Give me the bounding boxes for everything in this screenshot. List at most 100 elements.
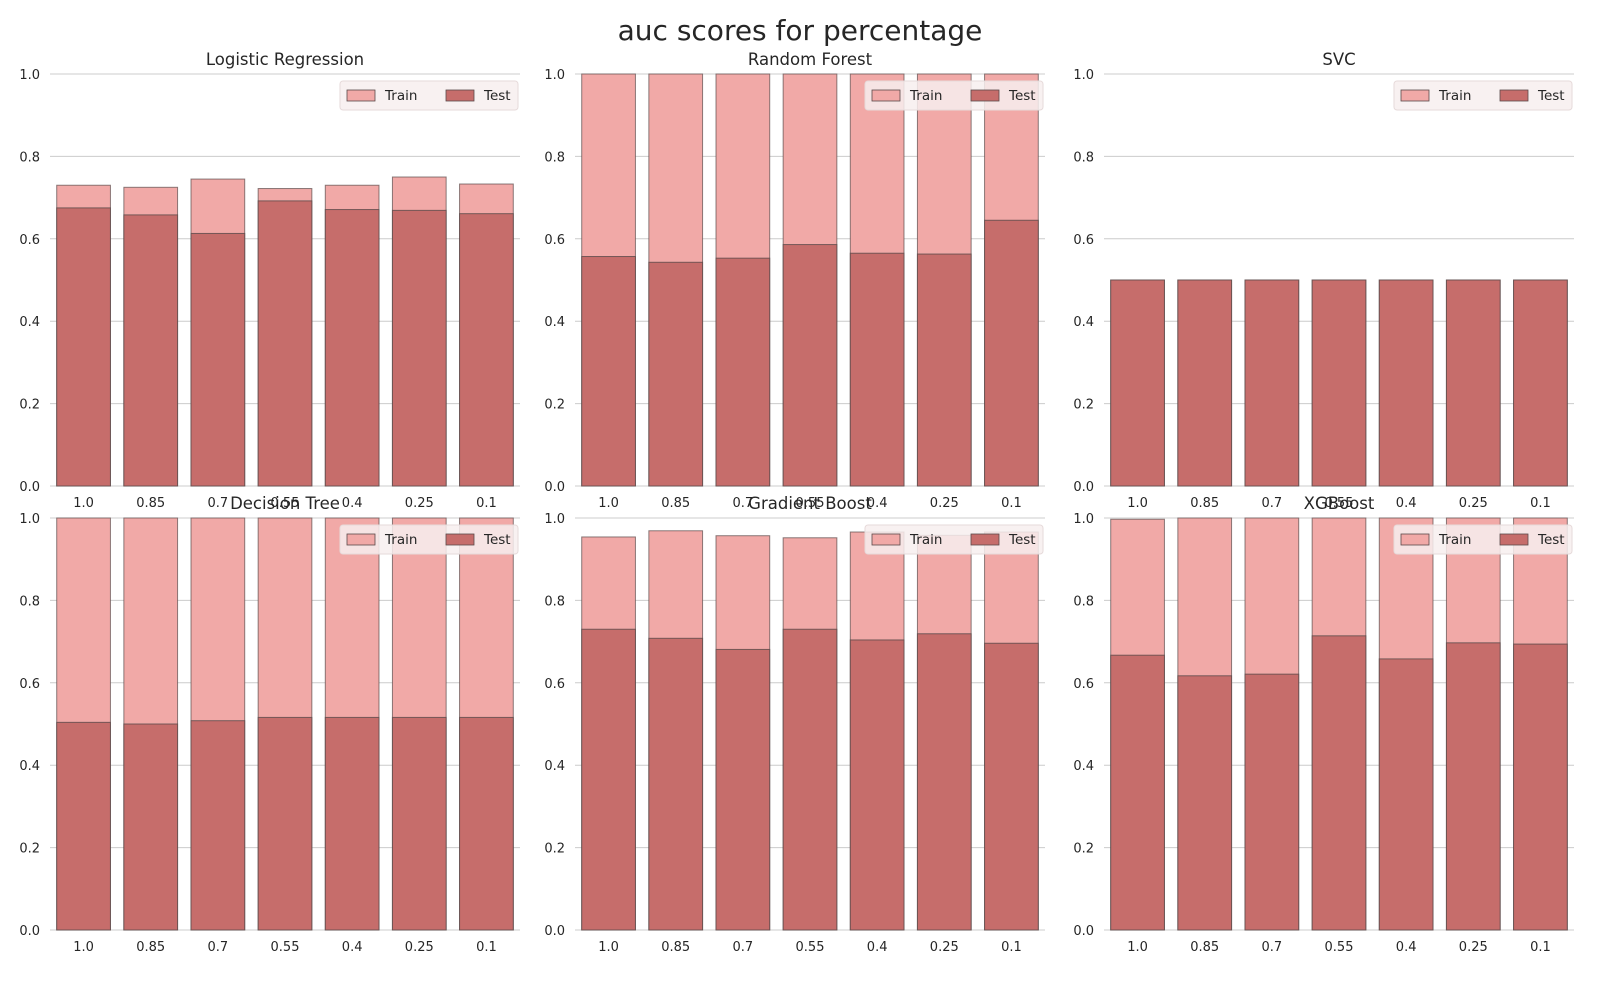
y-tick-label: 1.0	[544, 512, 565, 527]
bar-test-0-4	[849, 252, 905, 487]
bar-test-0-85	[123, 723, 179, 931]
bar-test-0-25	[1445, 642, 1501, 931]
x-tick-label: 1.0	[73, 940, 94, 955]
legend-label-test: Test	[1537, 88, 1565, 104]
bar-test-0-25	[391, 716, 447, 931]
legend-label-test: Test	[1008, 88, 1036, 104]
panel-xgboost: 0.0 0.2 0.4 0.6 0.8 1.0 1.0 0.85 0.7 0.55 0.4 0.25 0…	[1073, 494, 1574, 955]
bar-test-0-85	[648, 637, 704, 931]
y-tick-label: 0.0	[19, 924, 40, 939]
x-tick-label: 0.4	[342, 496, 363, 511]
bar-test-0-25	[916, 253, 972, 487]
x-tick-label: 0.7	[733, 496, 754, 511]
x-tick-label: 0.1	[1530, 940, 1551, 955]
legend-swatch-test	[970, 89, 1000, 102]
bar-test-0-55	[1311, 279, 1367, 487]
y-tick-label: 1.0	[19, 512, 40, 527]
y-tick-label: 0.4	[544, 759, 565, 774]
y-tick-label: 1.0	[544, 68, 565, 83]
x-tick-label: 1.0	[1127, 496, 1148, 511]
bar-test-0-85	[1177, 279, 1233, 487]
y-tick-label: 0.2	[1073, 842, 1094, 857]
bar-test-0-4	[1378, 658, 1434, 931]
bar-test-0-1	[459, 716, 514, 931]
bar-test-1-0	[581, 628, 636, 931]
bar-test-0-85	[123, 214, 179, 487]
y-tick-label: 0.2	[544, 842, 565, 857]
legend-swatch-train	[346, 89, 376, 102]
legend-label-train: Train	[1438, 88, 1471, 104]
bar-test-0-55	[257, 200, 313, 487]
legend: Train Test	[339, 524, 519, 555]
legend-label-test: Test	[483, 532, 511, 548]
bar-test-0-55	[782, 244, 838, 487]
x-tick-label: 0.4	[867, 940, 888, 955]
y-tick-label: 0.6	[1073, 233, 1094, 248]
legend-box	[864, 524, 1044, 555]
bar-test-0-4	[324, 716, 380, 931]
y-tick-label: 0.4	[1073, 759, 1094, 774]
legend-box	[339, 80, 519, 111]
y-tick-label: 0.2	[1073, 398, 1094, 413]
x-tick-label: 0.25	[405, 940, 434, 955]
legend-swatch-train	[1400, 533, 1430, 546]
legend-swatch-train	[871, 89, 901, 102]
legend-label-train: Train	[909, 532, 942, 548]
legend-label-train: Train	[384, 88, 417, 104]
y-tick-label: 0.8	[544, 150, 565, 165]
x-tick-label: 0.25	[930, 940, 959, 955]
legend: Train Test	[339, 80, 519, 111]
bar-test-0-7	[190, 720, 246, 931]
panel-title: Decision Tree	[230, 494, 340, 513]
y-tick-label: 0.8	[544, 594, 565, 609]
bar-test-0-25	[916, 633, 972, 931]
x-tick-label: 0.55	[1325, 940, 1354, 955]
x-tick-label: 0.7	[208, 940, 229, 955]
y-tick-label: 0.0	[544, 924, 565, 939]
legend-swatch-train	[1400, 89, 1430, 102]
y-tick-label: 0.8	[19, 594, 40, 609]
legend-box	[864, 80, 1044, 111]
x-tick-label: 0.1	[1001, 940, 1022, 955]
x-tick-label: 0.25	[405, 496, 434, 511]
x-tick-label: 0.85	[136, 940, 165, 955]
bar-test-0-7	[715, 257, 771, 487]
bar-test-1-0	[1110, 654, 1165, 931]
legend-label-train: Train	[1438, 532, 1471, 548]
panel-random-forest: 0.0 0.2 0.4 0.6 0.8 1.0 1.0 0.85 0.7 0.55 0.4 0.25 0…	[544, 50, 1045, 511]
legend-box	[339, 524, 519, 555]
x-tick-label: 0.25	[930, 496, 959, 511]
panel-decision-tree: 0.0 0.2 0.4 0.6 0.8 1.0 1.0 0.85 0.7 0.55 0.4 0.25 0…	[19, 494, 520, 955]
y-tick-label: 0.6	[19, 677, 40, 692]
x-tick-label: 0.1	[476, 496, 497, 511]
y-tick-label: 0.8	[1073, 150, 1094, 165]
bar-test-0-1	[1513, 643, 1568, 931]
x-tick-label: 0.1	[1530, 496, 1551, 511]
bar-test-1-0	[56, 721, 111, 931]
legend-swatch-train	[346, 533, 376, 546]
legend-box	[1393, 524, 1573, 555]
legend: Train Test	[1393, 80, 1573, 111]
y-tick-label: 0.4	[544, 315, 565, 330]
x-tick-label: 0.7	[733, 940, 754, 955]
legend-swatch-test	[1499, 533, 1529, 546]
x-tick-label: 1.0	[598, 940, 619, 955]
y-tick-label: 0.8	[1073, 594, 1094, 609]
panel-title: SVC	[1322, 50, 1355, 69]
x-tick-label: 0.1	[476, 940, 497, 955]
legend-swatch-train	[871, 533, 901, 546]
legend-label-test: Test	[483, 88, 511, 104]
panel-title: Gradient Boost	[748, 494, 872, 513]
bar-test-0-7	[715, 648, 771, 931]
legend-label-train: Train	[384, 532, 417, 548]
x-tick-label: 0.25	[1459, 496, 1488, 511]
legend: Train Test	[864, 80, 1044, 111]
y-tick-label: 0.6	[544, 677, 565, 692]
legend-swatch-test	[445, 533, 475, 546]
y-tick-label: 1.0	[1073, 512, 1094, 527]
x-tick-label: 0.55	[271, 940, 300, 955]
y-tick-label: 0.4	[19, 759, 40, 774]
panel-svc: 0.0 0.2 0.4 0.6 0.8 1.0 1.0 0.85 0.7 0.55 0.4 0.25 0…	[1073, 50, 1574, 511]
panel-title: Logistic Regression	[206, 50, 364, 69]
legend-swatch-test	[1499, 89, 1529, 102]
